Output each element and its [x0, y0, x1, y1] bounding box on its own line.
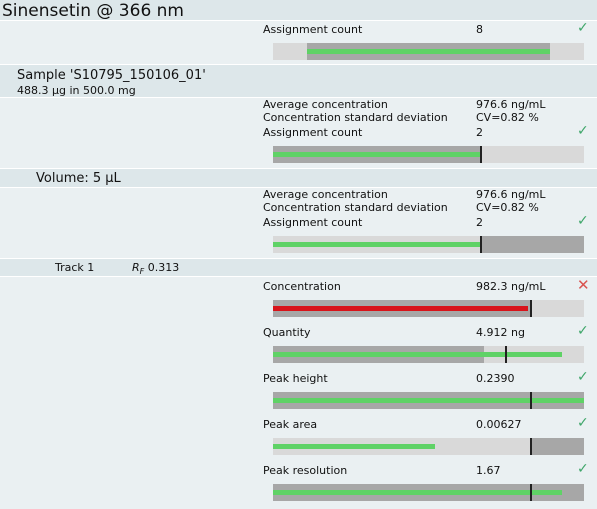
- check-icon: ✓: [577, 369, 589, 385]
- bar-fill: [273, 152, 481, 157]
- sample-assignment-bar: [273, 146, 584, 163]
- track-item-label: Peak area: [263, 418, 318, 431]
- title-band: [0, 0, 597, 20]
- quantity-bar: [273, 346, 584, 363]
- track-item-label: Concentration: [263, 280, 341, 293]
- peak-resolution-bar: [273, 484, 584, 501]
- sample-metric-value: 2: [476, 126, 483, 139]
- bar-fill: [273, 352, 562, 357]
- track-item-value: 982.3 ng/mL: [476, 280, 546, 293]
- bar-fill: [273, 444, 435, 449]
- page-title: Sinensetin @ 366 nm: [2, 1, 184, 21]
- sample-metric-label: Concentration standard deviation: [263, 111, 448, 124]
- volume-label: Volume: 5 µL: [36, 171, 121, 186]
- track-item-label: Peak height: [263, 372, 328, 385]
- sample-metric-value: 976.6 ng/mL: [476, 98, 546, 111]
- bar-range-zone: [531, 438, 584, 455]
- rf-subscript: F: [139, 267, 145, 277]
- volume-metric-label: Concentration standard deviation: [263, 201, 448, 214]
- concentration-bar: [273, 300, 584, 317]
- track-band: [0, 259, 597, 276]
- track-item-value: 0.00627: [476, 418, 522, 431]
- volume-band: [0, 169, 597, 187]
- volume-metric-value: 2: [476, 216, 483, 229]
- track-item-value: 0.2390: [476, 372, 515, 385]
- sample-metric-label: Assignment count: [263, 126, 363, 139]
- peak-area-bar: [273, 438, 584, 455]
- bar-fill: [273, 242, 481, 247]
- check-icon: ✓: [577, 20, 589, 36]
- bar-marker: [480, 236, 482, 253]
- bar-fill: [307, 49, 550, 54]
- top-assignment-label: Assignment count: [263, 23, 363, 36]
- bar-marker: [530, 392, 532, 409]
- rf-value: 0.313: [147, 261, 180, 274]
- bar-fill: [273, 490, 562, 495]
- volume-metric-value: CV=0.82 %: [476, 201, 539, 214]
- sample-metric-value: CV=0.82 %: [476, 111, 539, 124]
- volume-metric-label: Average concentration: [263, 188, 388, 201]
- volume-metric-value: 976.6 ng/mL: [476, 188, 546, 201]
- track-item-label: Peak resolution: [263, 464, 348, 477]
- bar-marker: [480, 146, 482, 163]
- rf-readout: RF 0.313: [132, 261, 179, 278]
- bar-range-zone: [481, 236, 584, 253]
- bar-marker: [530, 300, 532, 317]
- check-icon: ✓: [577, 461, 589, 477]
- check-icon: ✓: [577, 415, 589, 431]
- check-icon: ✓: [577, 323, 589, 339]
- bar-fill: [273, 306, 528, 311]
- check-icon: ✓: [577, 123, 589, 139]
- cross-icon: ✕: [577, 276, 590, 294]
- volume-assignment-bar: [273, 236, 584, 253]
- sample-subtitle: 488.3 µg in 500.0 mg: [17, 84, 136, 97]
- sample-band: [0, 65, 597, 97]
- volume-metric-label: Assignment count: [263, 216, 363, 229]
- track-item-label: Quantity: [263, 326, 311, 339]
- rf-symbol: R: [132, 261, 140, 274]
- track-item-value: 1.67: [476, 464, 501, 477]
- bar-fill: [273, 398, 584, 403]
- check-icon: ✓: [577, 213, 589, 229]
- sample-name: Sample 'S10795_150106_01': [17, 68, 206, 83]
- bar-marker: [505, 346, 507, 363]
- track-label: Track 1: [55, 261, 95, 274]
- top-assignment-bar: [273, 43, 584, 60]
- track-item-value: 4.912 ng: [476, 326, 525, 339]
- bar-marker: [530, 438, 532, 455]
- top-assignment-value: 8: [476, 23, 483, 36]
- peak-height-bar: [273, 392, 584, 409]
- sample-metric-label: Average concentration: [263, 98, 388, 111]
- bar-marker: [530, 484, 532, 501]
